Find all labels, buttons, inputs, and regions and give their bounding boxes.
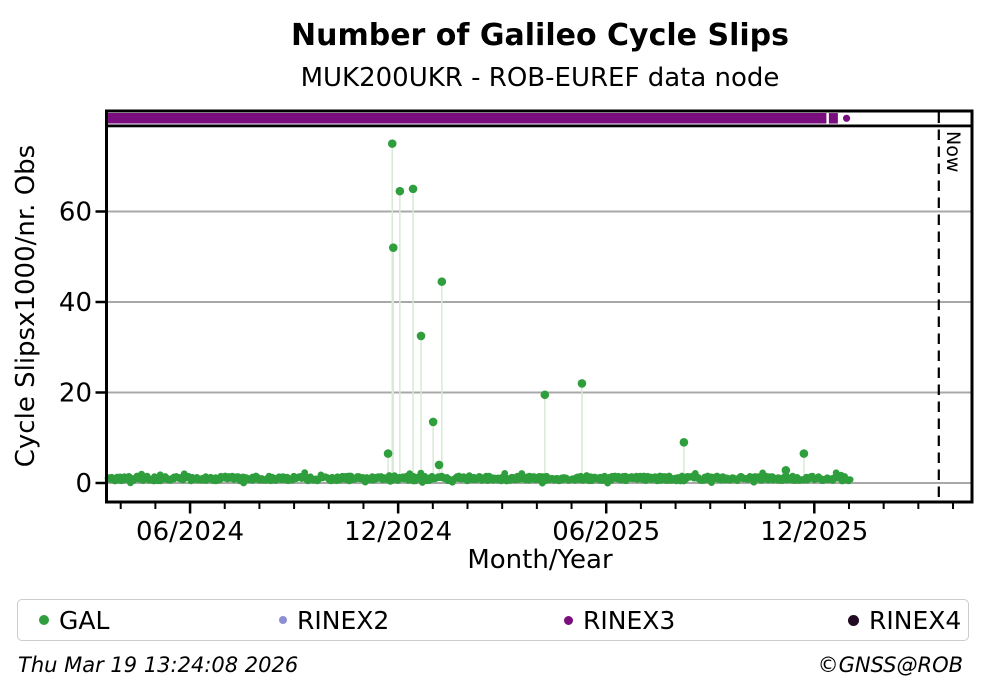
svg-text:20: 20 — [59, 379, 92, 409]
copyright-credit: ©GNSS@ROB — [817, 653, 963, 677]
band-separator-line — [106, 124, 972, 128]
x-tick-labels: 06/2024 12/2024 06/2025 12/2025 — [136, 517, 868, 547]
svg-text:0: 0 — [75, 469, 92, 499]
svg-text:06/2024: 06/2024 — [136, 517, 244, 547]
legend-label-rinex3: RINEX3 — [583, 605, 676, 635]
plot-frame-right — [970, 109, 974, 504]
y-tick-labels: 0 20 40 60 — [59, 198, 92, 500]
plot-frame-bottom — [105, 500, 974, 504]
rinex2-marker-icon — [279, 616, 287, 624]
svg-text:06/2025: 06/2025 — [552, 517, 660, 547]
legend-label-rinex2: RINEX2 — [297, 605, 390, 635]
gal-marker-icon — [39, 615, 49, 625]
y-axis-ticks — [95, 210, 106, 485]
plot-frame-top — [105, 109, 974, 113]
chart-subtitle: MUK200UKR - ROB-EUREF data node — [301, 63, 780, 93]
gridlines — [108, 210, 971, 484]
legend: GAL RINEX2 RINEX3 RINEX4 — [17, 599, 969, 641]
legend-item-rinex2: RINEX2 — [279, 600, 389, 640]
plot-timestamp: Thu Mar 19 13:24:08 2026 — [18, 653, 299, 677]
chart-title: Number of Galileo Cycle Slips — [291, 18, 789, 53]
now-label: Now — [942, 131, 964, 172]
x-axis-ticks — [119, 503, 955, 514]
legend-item-rinex3: RINEX3 — [564, 600, 675, 640]
legend-item-rinex4: RINEX4 — [848, 600, 961, 640]
svg-text:12/2024: 12/2024 — [344, 517, 452, 547]
rinex4-marker-icon — [848, 614, 859, 626]
plot-frame-left — [105, 109, 108, 504]
legend-label-rinex4: RINEX4 — [869, 605, 962, 635]
gal-data-points — [104, 139, 854, 487]
cycle-slips-chart: Number of Galileo Cycle Slips MUK200UKR … — [11, 18, 974, 575]
svg-text:40: 40 — [59, 288, 92, 318]
legend-item-gal: GAL — [39, 600, 109, 640]
rinex3-marker-icon — [564, 615, 573, 625]
legend-label-gal: GAL — [59, 605, 110, 635]
rinex3-availability-strip — [106, 113, 851, 124]
y-axis-label: Cycle Slipsx1000/nr. Obs — [11, 145, 41, 467]
spike-stem-lines — [387, 143, 805, 481]
svg-text:60: 60 — [59, 198, 92, 228]
x-axis-label: Month/Year — [467, 545, 613, 575]
svg-text:12/2025: 12/2025 — [760, 517, 868, 547]
